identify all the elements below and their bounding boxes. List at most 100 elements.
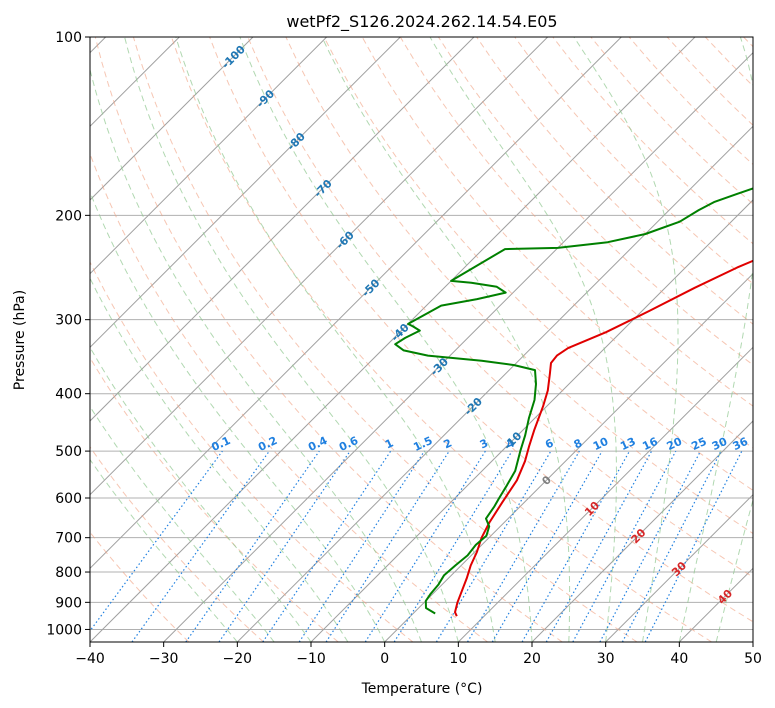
mixing-ratio-label: 13 xyxy=(618,435,637,453)
dewpoint-profile-line xyxy=(394,187,753,615)
moist-adiabat-line xyxy=(573,37,679,642)
isotherm-line xyxy=(90,37,401,349)
y-tick-label: 600 xyxy=(55,491,82,507)
dry-adiabat-line xyxy=(90,260,414,642)
x-tick-label: 40 xyxy=(670,651,688,667)
mixing-ratio-line xyxy=(466,450,580,642)
x-tick-label: 50 xyxy=(744,651,762,667)
moist-adiabat-line xyxy=(239,37,533,642)
mixing-ratio-label: 16 xyxy=(640,435,660,453)
line-labels: 0.1 0.2 0.4 0.6 1 1.5 2 3 4 6 8 10 13 16 20 25 30 36-100-… xyxy=(209,43,750,607)
mixing-ratio-label: 20 xyxy=(665,435,685,453)
mixing-ratio-line xyxy=(325,450,450,642)
x-tick-label: −40 xyxy=(75,651,105,667)
dry-adiabat-line xyxy=(94,37,563,642)
isotherm-line xyxy=(90,37,475,422)
isotherm-label: -90 xyxy=(254,87,277,110)
dry-adiabat-line xyxy=(437,37,753,366)
mixing-ratio-label: 6 xyxy=(543,436,556,451)
mixing-ratio-line xyxy=(185,450,320,642)
mixing-ratio-line xyxy=(599,450,702,642)
x-tick-label: −30 xyxy=(149,651,179,667)
y-axis-label: Pressure (hPa) xyxy=(12,290,28,390)
mixing-ratio-label: 30 xyxy=(710,435,730,453)
mixing-ratio-label: 25 xyxy=(689,435,708,453)
y-tick-label: 800 xyxy=(55,565,82,581)
moist-adiabat-line xyxy=(715,498,753,642)
mixing-ratio-label: 2 xyxy=(442,436,454,451)
mixing-ratio-label: 10 xyxy=(591,435,611,453)
dry-adiabat-line xyxy=(90,446,264,642)
y-axis: 1000 900 800 700 600 500 400 300 200 100 xyxy=(46,30,90,638)
moist-adiabat-line xyxy=(90,458,238,642)
y-tick-label: 700 xyxy=(55,531,82,547)
isotherm-line xyxy=(310,199,753,642)
moist-adiabat-line xyxy=(90,405,275,642)
isotherm-line xyxy=(531,420,753,642)
isotherm-line xyxy=(678,567,753,642)
mixing-ratio-line xyxy=(572,450,677,642)
x-tick-label: 0 xyxy=(380,651,389,667)
isotherm-line xyxy=(384,272,753,642)
x-tick-label: 30 xyxy=(597,651,615,667)
moist-adiabat-line xyxy=(90,277,349,642)
isotherm-line xyxy=(605,493,753,642)
isotherm-line xyxy=(163,51,753,642)
y-tick-label: 1000 xyxy=(46,622,82,638)
isotherm-line xyxy=(236,125,753,642)
mixing-ratio-line xyxy=(364,450,486,642)
x-tick-label: −10 xyxy=(296,651,326,667)
mixing-ratio-line xyxy=(262,450,392,642)
dry-adiabat-line xyxy=(209,37,753,623)
x-tick-label: 10 xyxy=(449,651,467,667)
dry-adiabat-line xyxy=(590,37,753,205)
moist-adiabat-line xyxy=(175,37,496,642)
isotherm-line xyxy=(90,37,622,570)
isotherm-line xyxy=(90,37,328,275)
dry-adiabat-line xyxy=(666,37,753,126)
moist-adiabat-line xyxy=(124,37,459,642)
mixing-ratio-line xyxy=(218,450,351,642)
background-lines xyxy=(90,37,753,642)
isotherm-line xyxy=(457,346,753,642)
moist-adiabat-line xyxy=(90,346,312,642)
isotherm-line xyxy=(90,37,549,496)
mixing-ratio-line xyxy=(90,450,223,632)
dry-adiabat-line xyxy=(743,37,753,48)
y-tick-label: 100 xyxy=(55,30,82,46)
dry-adiabat-line xyxy=(704,37,753,87)
isotherm-label: 0 xyxy=(539,473,554,488)
moist-adiabat-line xyxy=(429,37,617,642)
y-tick-label: 900 xyxy=(55,595,82,611)
mixing-ratio-label: 36 xyxy=(731,435,751,453)
dry-adiabat-line xyxy=(90,152,488,642)
dry-adiabat-line xyxy=(323,37,753,491)
x-tick-label: −20 xyxy=(223,651,253,667)
profiles xyxy=(394,187,753,617)
dry-adiabat-line xyxy=(476,37,753,325)
mixing-ratio-line xyxy=(521,450,631,642)
moist-adiabat-line xyxy=(90,67,422,642)
moist-adiabat-line xyxy=(678,37,753,642)
mixing-ratio-line xyxy=(545,450,653,642)
mixing-ratio-line xyxy=(298,450,425,642)
dry-adiabat-line xyxy=(90,356,339,642)
plot-frame xyxy=(89,36,754,643)
moist-adiabat-line xyxy=(90,190,386,642)
dry-adiabat-line xyxy=(285,37,753,535)
x-axis-label: Temperature (°C) xyxy=(361,681,483,697)
mixing-ratio-line xyxy=(393,450,513,642)
dry-adiabat-line xyxy=(171,37,712,642)
y-tick-label: 400 xyxy=(55,387,82,403)
dry-adiabat-line xyxy=(132,37,638,642)
y-tick-label: 500 xyxy=(55,444,82,460)
dry-adiabat-line xyxy=(247,37,753,578)
mixing-ratio-line xyxy=(491,450,603,642)
chart-title: wetPf2_S126.2024.262.14.54.E05 xyxy=(286,12,557,32)
isotherm-line xyxy=(752,641,753,642)
dry-adiabat-line xyxy=(514,37,753,285)
x-axis: −40 −30 −20 −10 0 10 20 30 40 50 xyxy=(75,642,762,667)
x-tick-label: 20 xyxy=(523,651,541,667)
isotherm-line xyxy=(90,37,254,201)
